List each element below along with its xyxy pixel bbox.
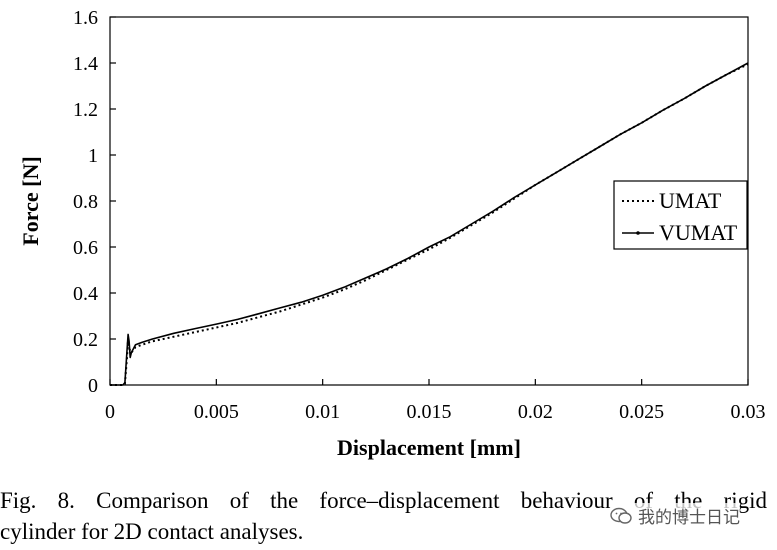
y-tick-label: 0 xyxy=(88,375,98,397)
x-tick-label: 0.005 xyxy=(194,401,239,423)
y-axis-ticks: 0 0.2 0.4 0.6 0.8 1 1.2 1.4 1.6 xyxy=(73,7,116,397)
force-displacement-chart: 0 0.2 0.4 0.6 0.8 1 1.2 1.4 1.6 0 0.005 0.01 0.015 0… xyxy=(18,7,766,460)
series-layer xyxy=(110,62,749,386)
chart: 0 0.2 0.4 0.6 0.8 1 1.2 1.4 1.6 0 0.005 0.01 0.015 0… xyxy=(18,7,766,460)
y-tick-label: 0.2 xyxy=(73,329,98,351)
y-tick-label: 0.4 xyxy=(73,283,98,305)
y-axis-title: Force [N] xyxy=(18,156,43,245)
y-tick-label: 1.2 xyxy=(73,99,98,121)
legend: UMAT VUMAT xyxy=(613,180,748,250)
y-tick-label: 0.6 xyxy=(73,237,98,259)
x-axis-title: Displacement [mm] xyxy=(337,435,521,460)
wechat-icon xyxy=(610,507,632,524)
x-tick-label: 0.02 xyxy=(518,401,553,423)
y-tick-label: 0.8 xyxy=(73,191,98,213)
x-tick-label: 0.015 xyxy=(407,401,452,423)
legend-marker-vumat xyxy=(636,231,640,235)
legend-box xyxy=(613,180,748,250)
y-tick-label: 1 xyxy=(88,145,98,167)
caption-line-2: cylinder for 2D contact analyses. xyxy=(0,519,304,544)
series-line-vumat xyxy=(110,62,749,386)
x-tick-label: 0.03 xyxy=(731,401,766,423)
watermark-text: 我的博士日记 xyxy=(638,508,740,528)
y-tick-label: 1.6 xyxy=(73,7,98,29)
legend-label-umat: UMAT xyxy=(659,188,722,213)
x-tick-label: 0.01 xyxy=(305,401,340,423)
x-tick-label: 0 xyxy=(105,401,115,423)
y-tick-label: 1.4 xyxy=(73,53,98,75)
x-tick-label: 0.025 xyxy=(619,401,664,423)
legend-label-vumat: VUMAT xyxy=(659,220,738,245)
watermark: 我的博士日记 xyxy=(610,503,740,528)
